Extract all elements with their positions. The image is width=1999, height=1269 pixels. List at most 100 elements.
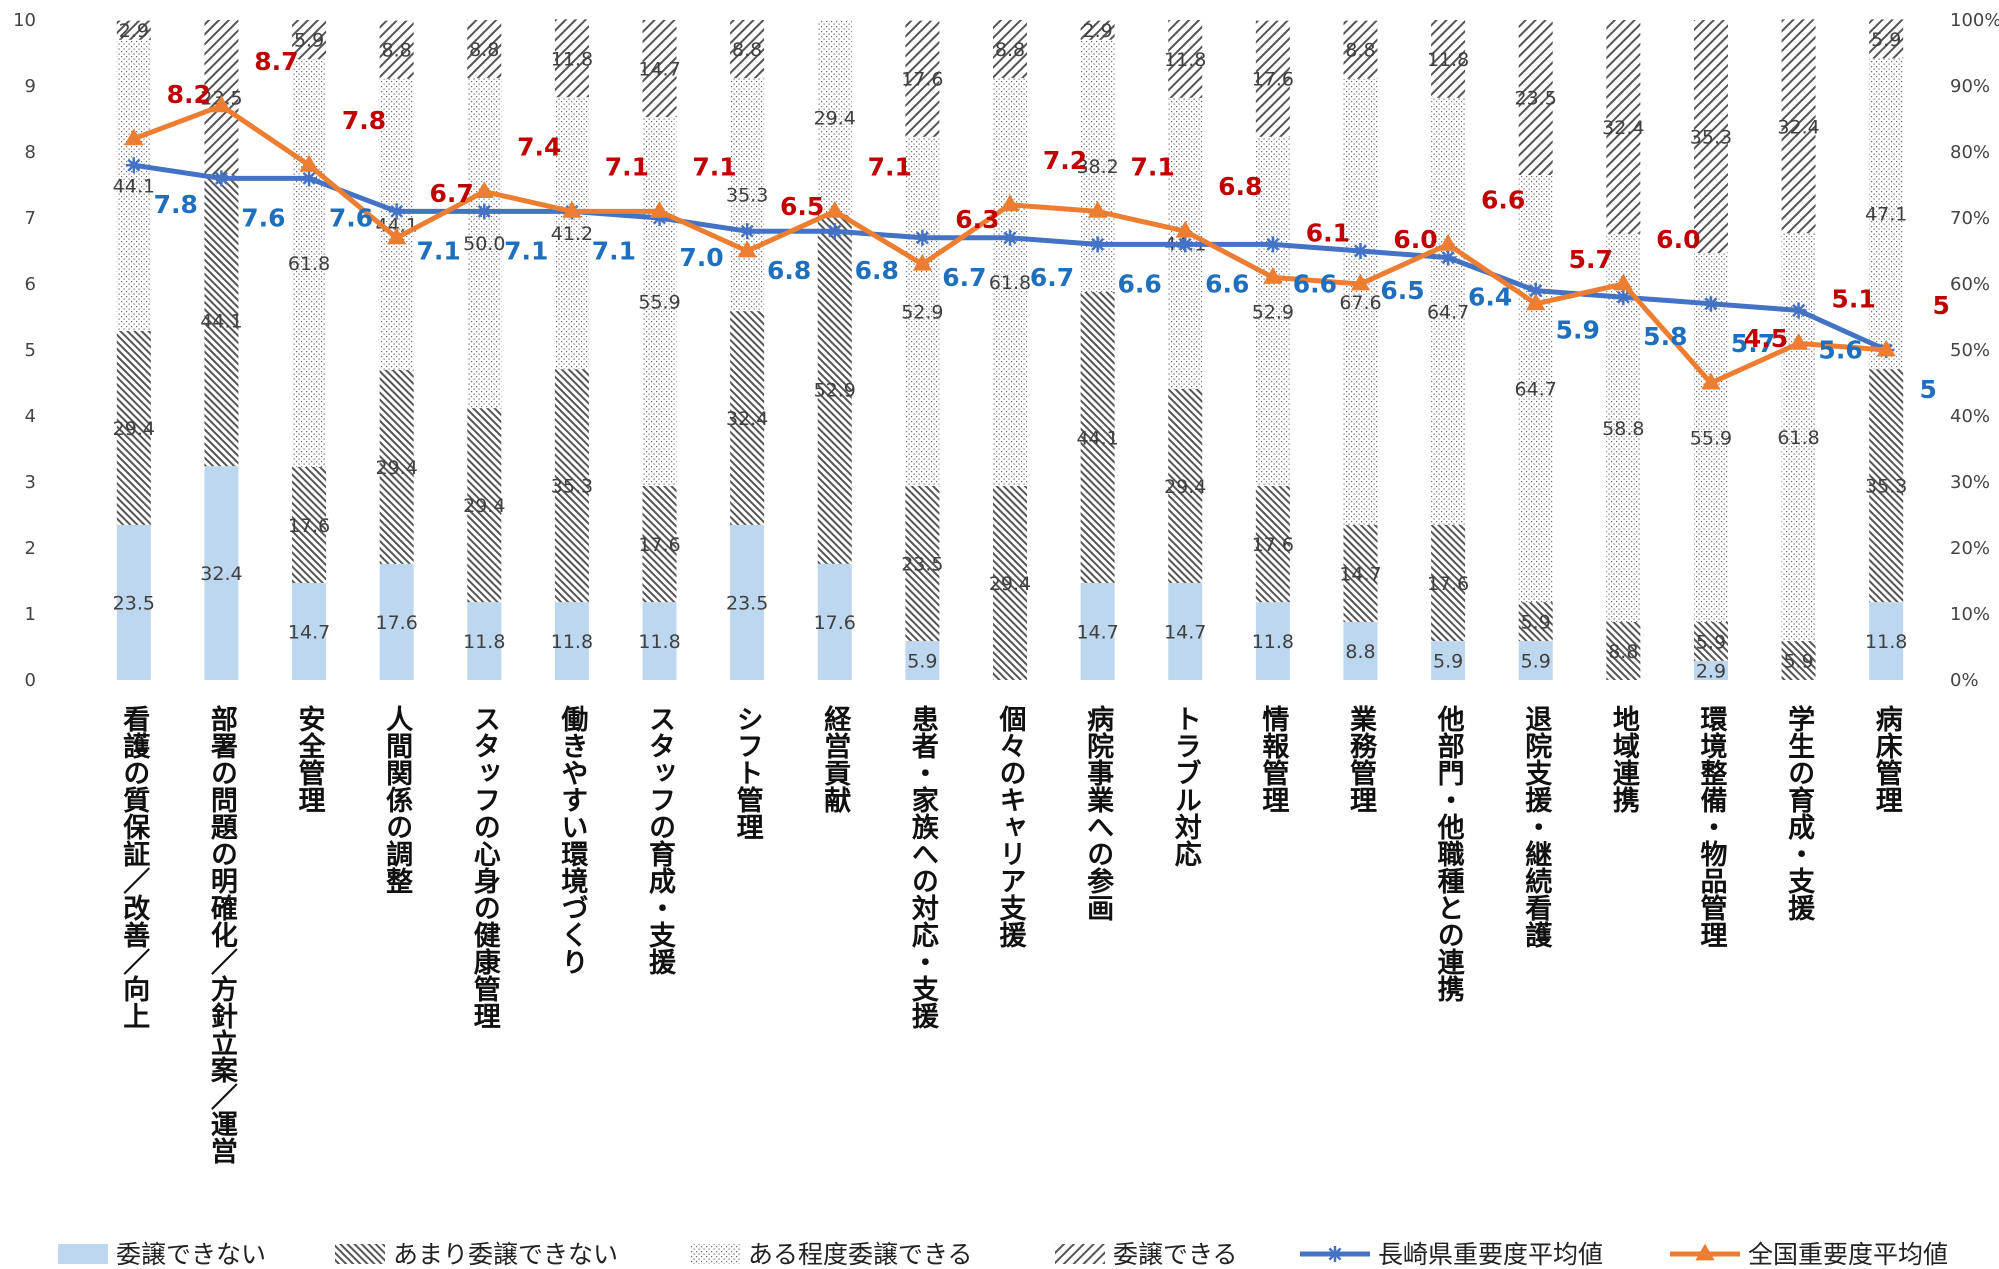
bar-segment-3 — [1255, 20, 1290, 137]
left-axis-tick: 3 — [25, 472, 36, 493]
category-label: 患者・家族への対応・支援 — [907, 705, 939, 1029]
right-axis-tick: 60% — [1950, 274, 1990, 295]
left-axis-tick: 0 — [25, 670, 36, 691]
bar-segment-0 — [730, 524, 765, 680]
bar-segment-2 — [730, 78, 765, 312]
asterisk-marker — [388, 203, 405, 220]
bar-segment-2 — [467, 78, 502, 409]
bar-segment-0 — [554, 602, 589, 680]
segment-value-label: 35.3 — [726, 185, 768, 207]
line-value-label: 6.8 — [767, 256, 811, 285]
segment-value-label: 11.8 — [551, 631, 593, 653]
segment-value-label: 29.4 — [376, 457, 418, 479]
bar-segment-3 — [1343, 20, 1378, 79]
bar-segment-0 — [116, 524, 151, 680]
triangle-marker — [387, 227, 407, 245]
segment-value-label: 2.9 — [1696, 660, 1726, 682]
segment-value-label: 29.4 — [113, 418, 155, 440]
asterisk-marker — [739, 223, 756, 240]
right-axis-tick: 90% — [1950, 76, 1990, 97]
bar-segment-3 — [905, 20, 940, 137]
line-label-group: 7.8 7.6 7.67.1 7.1 7.1 7.0 6.8 6.8 6.7 6.7 6.6 6.6 6… — [154, 47, 1950, 404]
line-value-label: 7.0 — [679, 243, 723, 272]
bar-segment-0 — [292, 582, 327, 680]
segment-value-label: 14.7 — [1164, 621, 1206, 643]
category-label: 地域連携 — [1608, 705, 1640, 813]
segment-value-label: 17.6 — [376, 612, 418, 634]
legend-label: 委譲できない — [116, 1240, 266, 1269]
asterisk-marker — [1702, 295, 1719, 312]
bar-segment-2 — [1343, 78, 1378, 525]
triangle-marker — [1438, 234, 1458, 251]
bar-segment-1 — [730, 311, 765, 525]
bar-segment-1 — [116, 330, 151, 525]
category-label: 安全管理 — [294, 705, 327, 813]
line-value-label: 6.6 — [1293, 269, 1337, 298]
asterisk-marker-stroke — [1441, 251, 1455, 265]
bar-segment-2 — [379, 78, 414, 370]
left-axis-tick: 8 — [25, 142, 36, 163]
asterisk-marker-stroke — [915, 231, 929, 245]
segment-value-label: 11.8 — [1427, 49, 1469, 71]
line-value-label: 7.1 — [868, 152, 912, 181]
segment-value-label: 64.7 — [1427, 301, 1469, 323]
bar-segment-0 — [642, 602, 677, 680]
bar-segment-1 — [905, 485, 940, 642]
segment-value-label: 11.8 — [1252, 631, 1294, 653]
bar-segment-2 — [1255, 136, 1290, 486]
legend-swatch-2 — [690, 1244, 740, 1264]
right-axis-tick: 0% — [1950, 670, 1979, 691]
left-axis-tick: 7 — [25, 208, 36, 229]
category-label: 個々のキャリア支援 — [995, 705, 1028, 948]
category-label: 経営貢献 — [819, 704, 851, 814]
category-label: 情報管理 — [1257, 705, 1289, 813]
bar-segment-1 — [1518, 602, 1553, 642]
bar-segment-3 — [1606, 20, 1641, 234]
segment-value-label: 5.9 — [1696, 631, 1726, 653]
line-value-label: 7.1 — [592, 236, 636, 265]
segment-value-label: 11.8 — [638, 631, 680, 653]
segment-value-label: 8.8 — [382, 40, 412, 62]
triangle-marker — [1613, 273, 1633, 291]
triangle-marker — [211, 95, 232, 113]
asterisk-marker-stroke — [302, 171, 316, 185]
segment-value-label: 8.8 — [1345, 40, 1375, 62]
bar-segment-1 — [642, 485, 677, 603]
bar-segment-0 — [379, 563, 414, 680]
segment-value-label: 50.0 — [463, 233, 505, 255]
category-label-group: 看護の質保証／改善／向上 部署の問題の明確化／方針立案／運営 安全管理 人間関係の調整… — [118, 704, 1902, 1164]
bar-segment-1 — [554, 369, 589, 603]
segment-value-label: 17.6 — [814, 612, 856, 634]
segment-value-label: 5.9 — [1433, 651, 1463, 673]
segment-value-label: 8.8 — [1608, 641, 1638, 663]
line-value-label: 6.6 — [1205, 269, 1249, 298]
asterisk-marker — [301, 170, 318, 187]
bar-segment-3 — [467, 20, 502, 79]
category-label: 働きやすい環境づくり — [556, 705, 588, 975]
line-value-label: 6.1 — [1306, 218, 1350, 247]
bar-segment-3 — [1693, 20, 1728, 253]
left-axis-tick: 10 — [13, 10, 36, 31]
bar-segment-3 — [730, 20, 765, 79]
bar-segment-1 — [993, 485, 1027, 680]
line-value-label: 6.5 — [780, 192, 824, 221]
right-axis-tick: 30% — [1950, 472, 1990, 493]
line-value-label: 7.1 — [692, 152, 736, 181]
segment-value-label: 41.2 — [551, 223, 593, 245]
segment-value-label: 5.9 — [1521, 612, 1551, 634]
segment-value-label: 47.1 — [1865, 204, 1907, 226]
segment-value-label: 61.8 — [1777, 427, 1819, 449]
line-value-label: 6.3 — [955, 205, 999, 234]
segment-value-label: 8.8 — [469, 39, 499, 61]
bar-segment-1 — [467, 408, 502, 603]
segment-value-label: 8.8 — [732, 39, 762, 61]
asterisk-marker — [1264, 236, 1281, 253]
asterisk-marker — [1002, 229, 1018, 246]
triangle-marker — [299, 154, 319, 172]
segment-value-label: 17.6 — [1252, 534, 1294, 556]
triangle-marker — [474, 181, 494, 198]
legend-swatch-1 — [335, 1244, 385, 1264]
category-label: 部署の問題の明確化／方針立案／運営 — [206, 704, 239, 1164]
legend-swatch-0 — [58, 1244, 108, 1264]
left-axis-tick: 5 — [25, 340, 36, 361]
